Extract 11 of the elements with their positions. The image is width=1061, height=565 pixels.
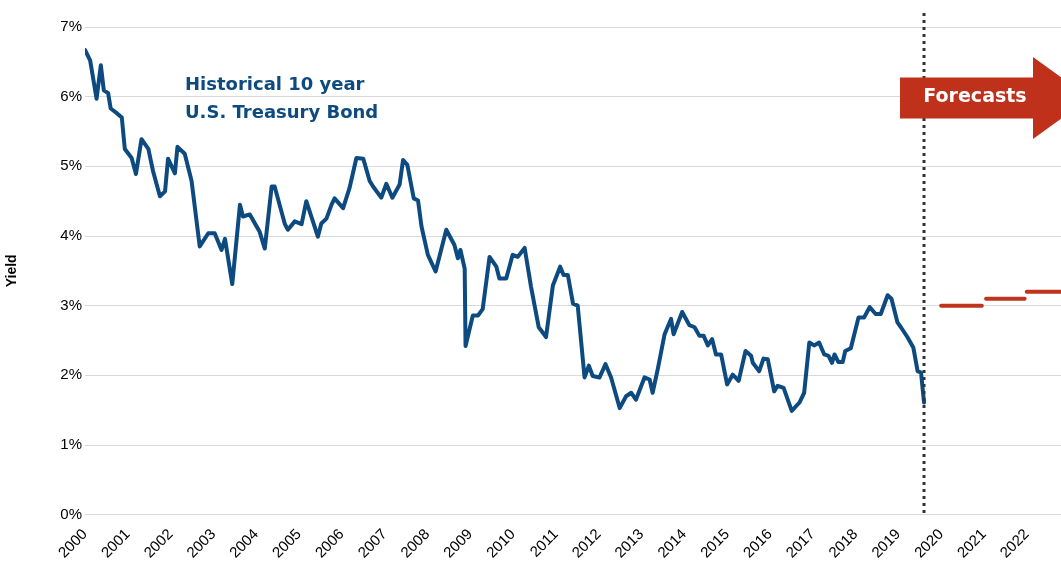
y-tick-label: 0%	[60, 504, 82, 522]
annotation: Forecasts	[922, 84, 1028, 106]
y-tick-label: 5%	[60, 156, 82, 174]
y-tick-label: 3%	[60, 295, 82, 313]
y-tick-label: 2%	[60, 365, 82, 383]
y-tick-label: 1%	[60, 435, 82, 453]
y-axis-title: Yield	[3, 254, 20, 288]
y-tick-label: 6%	[60, 86, 82, 104]
y-tick-label: 7%	[60, 17, 82, 35]
y-tick-label: 4%	[60, 226, 82, 244]
series-label: Historical 10 year U.S. Treasury Bond	[185, 72, 379, 122]
